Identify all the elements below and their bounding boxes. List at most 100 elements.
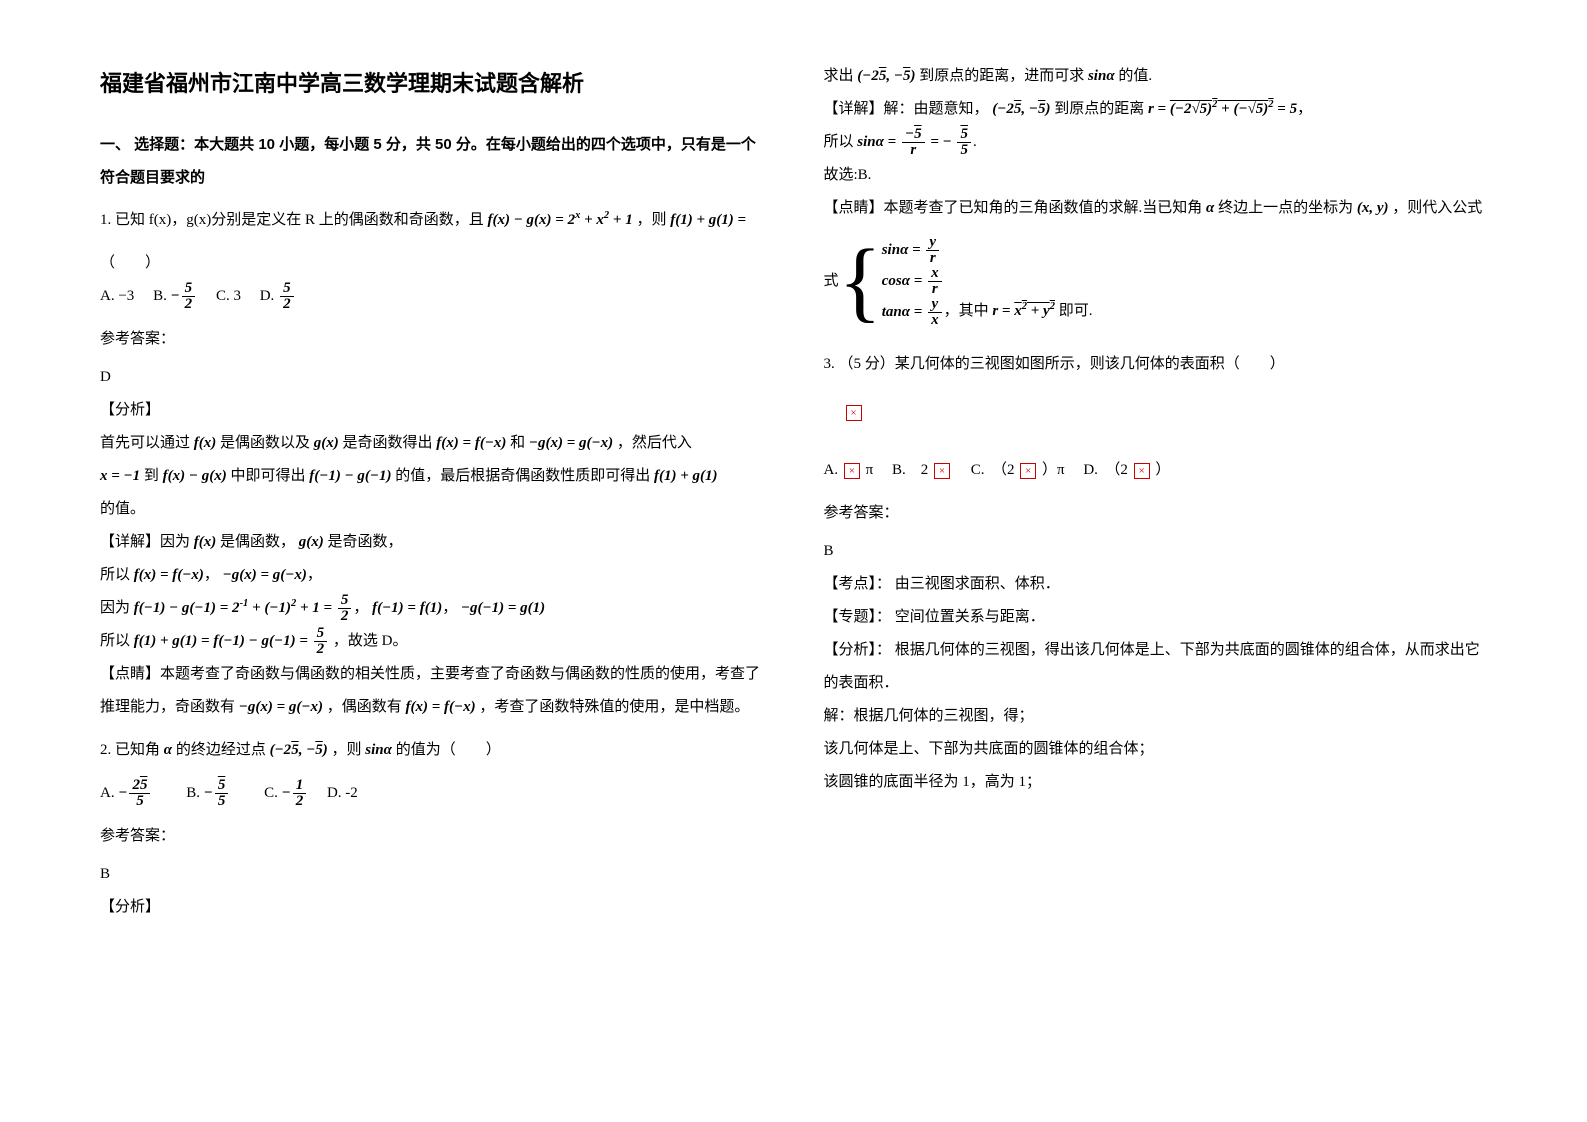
e: −g(x) = g(−x) — [529, 435, 613, 451]
t: sinα = — [882, 242, 921, 258]
t: ，则代入公式 — [1392, 200, 1482, 216]
d: 2 — [314, 642, 328, 657]
answer-label-2: 参考答案： — [100, 820, 764, 853]
t: cosα = — [882, 273, 923, 289]
e: f(1) + g(1) = f(−1) − g(−1) = — [134, 633, 308, 649]
n: y — [926, 235, 939, 251]
q1-b-den: 2 — [182, 297, 196, 312]
t: 中即可得出 — [230, 468, 305, 484]
q3-opt-d: D. （2 — [1083, 462, 1128, 478]
q3-opt-b: B. 2 — [892, 462, 928, 478]
n: x — [928, 266, 942, 282]
t: ，故选 D。 — [333, 633, 408, 649]
s: − — [118, 785, 127, 801]
e: f(x) = f(−x) — [134, 567, 204, 583]
t: 和 — [510, 435, 525, 451]
q1-detail-2: 所以 f(x) = f(−x)， −g(x) = g(−x)， — [100, 559, 764, 592]
e: −g(x) = g(−x) — [239, 699, 323, 715]
q2-opt-a: A. — [100, 785, 115, 801]
section-heading: 一、 选择题：本大题共 10 小题，每小题 5 分，共 50 分。在每小题给出的… — [100, 128, 764, 194]
t: ，偶函数有 — [327, 699, 402, 715]
q2-options: A. −255 B. −55 C. −12 D. -2 — [100, 777, 764, 810]
q1-options: A. −3 B. −52 C. 3 D. 52 — [100, 280, 764, 313]
t: ） — [1155, 462, 1170, 478]
n: 1 — [293, 778, 307, 794]
s: − — [204, 785, 213, 801]
r-expr: r = (−2√5)2 + (−√5)2 = 5 — [1148, 101, 1297, 117]
t: ，则 — [332, 742, 362, 758]
question-1: 1. 已知 f(x)，g(x)分别是定义在 R 上的偶函数和奇函数，且 f(x)… — [100, 204, 764, 237]
d: r — [926, 251, 939, 266]
t: 所以 — [100, 633, 130, 649]
e: f(x) − g(x) — [163, 468, 227, 484]
n: 25 — [129, 778, 150, 794]
e: f(x) = f(−x) — [436, 435, 506, 451]
missing-image-icon: × — [1020, 463, 1036, 479]
q1-opt-b: B. — [153, 288, 167, 304]
sin-row: sinα = yr — [882, 235, 944, 266]
q2-sy: 所以 sinα = −5r = − 55. — [824, 126, 1488, 159]
q3-j2: 该几何体是上、下部为共底面的圆锥体的组合体； — [824, 733, 1488, 766]
q1-blank: （ ） — [100, 247, 764, 280]
question-3: 3. （5 分）某几何体的三视图如图所示，则该几何体的表面积（ ） — [824, 348, 1488, 381]
q1-opt-c: C. 3 — [216, 288, 241, 304]
e: −g(−1) = g(1) — [461, 600, 545, 616]
e: f(x) — [194, 534, 217, 550]
t: ，然后代入 — [617, 435, 692, 451]
q2-ds: 【点睛】本题考查了已知角的三角函数值的求解.当已知角 α 终边上一点的坐标为 (… — [824, 192, 1488, 225]
tail: ，其中 r = x2 + y2 即可. — [944, 295, 1093, 328]
tan-row: tanα = yx — [882, 297, 944, 328]
e: f(x) — [194, 435, 217, 451]
e: −g(x) = g(−x) — [223, 567, 307, 583]
q1-opt-a: A. −3 — [100, 288, 134, 304]
t: 的值，最后根据奇偶函数性质即可得出 — [395, 468, 650, 484]
q3-opt-c: C. （2 — [971, 462, 1015, 478]
d: 5 — [129, 794, 150, 809]
q1-expr1: f(x) − g(x) = 2x + x2 + 1 — [487, 212, 632, 228]
t: 到原点的距离 — [1054, 101, 1144, 117]
t: 是奇函数得出 — [343, 435, 433, 451]
q1-comment: 【点睛】本题考查了奇函数与偶函数的相关性质，主要考查了奇函数与偶函数的性质的使用… — [100, 658, 764, 724]
r-def: r = x2 + y2 — [992, 303, 1055, 319]
d: x — [928, 313, 942, 328]
q3-answer: B — [824, 535, 1488, 568]
q2-fx-tag: 【分析】 — [100, 891, 764, 924]
t: 的值为（ ） — [396, 742, 501, 758]
q2-opt-d: D. -2 — [327, 785, 358, 801]
e: g(x) — [314, 435, 339, 451]
d: 2 — [293, 794, 307, 809]
d: 5 — [957, 143, 971, 158]
t: 【点睛】本题考查了已知角的三角函数值的求解.当已知角 — [824, 200, 1203, 216]
q1-stem-b: ，则 — [636, 212, 666, 228]
t: 是偶函数， — [220, 534, 295, 550]
q1-d-num: 5 — [280, 281, 294, 297]
q3-zt: 【专题】： 空间位置关系与距离． — [824, 601, 1488, 634]
trig-formula-block: 式 { sinα = yr cosα = xr tanα = yx ，其中 r … — [824, 235, 1093, 328]
cos-row: cosα = xr — [882, 266, 944, 297]
pt: (−25, −5) — [992, 101, 1050, 117]
t: 是奇函数， — [328, 534, 403, 550]
t: 式 — [824, 265, 839, 298]
t: 所以 — [100, 567, 130, 583]
e: f(−1) − g(−1) — [309, 468, 391, 484]
t: 即可. — [1059, 303, 1093, 319]
e: f(−1) = f(1) — [372, 600, 442, 616]
e: f(x) = f(−x) — [406, 699, 476, 715]
q1-opt-d: D. — [260, 288, 275, 304]
q3-options: A. × π B. 2 × C. （2 × ）π D. （2 × ） — [824, 454, 1488, 487]
missing-image-icon: × — [1134, 463, 1150, 479]
n: 5 — [957, 127, 971, 143]
n: 5 — [314, 626, 328, 642]
t: tanα = — [882, 304, 923, 320]
missing-image-icon: × — [844, 463, 860, 479]
brace-icon: { — [839, 246, 882, 318]
s: − — [282, 785, 291, 801]
e: f(−1) − g(−1) = 2-1 + (−1)2 + 1 = — [134, 600, 336, 616]
t: 到原点的距离，进而可求 — [919, 68, 1084, 84]
n: 5 — [338, 593, 352, 609]
t: 是偶函数以及 — [220, 435, 310, 451]
e: f(1) + g(1) — [654, 468, 718, 484]
alpha: α — [164, 742, 172, 758]
missing-image-icon: × — [846, 405, 862, 421]
t: 到 — [144, 468, 159, 484]
